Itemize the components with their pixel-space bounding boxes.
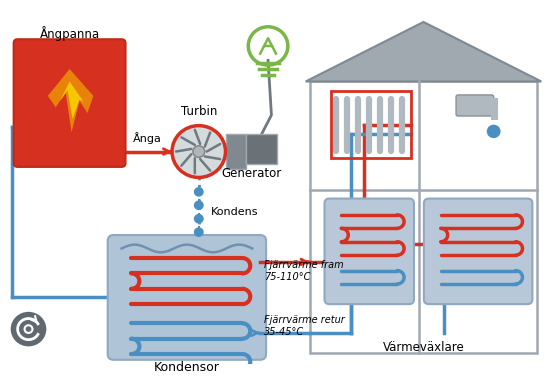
Bar bbox=[310, 82, 537, 353]
Circle shape bbox=[25, 325, 32, 333]
Text: Fjärrvärme retur
35-45°C: Fjärrvärme retur 35-45°C bbox=[264, 315, 345, 337]
Circle shape bbox=[194, 214, 204, 223]
FancyBboxPatch shape bbox=[108, 235, 266, 360]
Circle shape bbox=[194, 227, 204, 237]
FancyBboxPatch shape bbox=[424, 199, 532, 304]
FancyBboxPatch shape bbox=[14, 39, 125, 167]
Polygon shape bbox=[306, 22, 541, 82]
FancyBboxPatch shape bbox=[246, 134, 277, 164]
Text: Ångpanna: Ångpanna bbox=[40, 26, 100, 41]
Text: Värmeväxlare: Värmeväxlare bbox=[383, 341, 464, 354]
Polygon shape bbox=[60, 82, 84, 119]
Circle shape bbox=[193, 146, 205, 157]
Text: Turbin: Turbin bbox=[180, 105, 217, 118]
Text: Kondensor: Kondensor bbox=[154, 361, 220, 374]
Bar bbox=[332, 91, 411, 158]
Polygon shape bbox=[48, 69, 94, 132]
FancyBboxPatch shape bbox=[456, 95, 494, 116]
Circle shape bbox=[194, 187, 204, 197]
Circle shape bbox=[487, 125, 500, 138]
Circle shape bbox=[194, 200, 204, 210]
Text: Kondens: Kondens bbox=[211, 207, 258, 217]
FancyBboxPatch shape bbox=[324, 199, 414, 304]
FancyBboxPatch shape bbox=[226, 134, 246, 169]
Text: Fjärrvärme fram
75-110°C: Fjärrvärme fram 75-110°C bbox=[264, 260, 344, 282]
Circle shape bbox=[10, 312, 46, 346]
Text: Generator: Generator bbox=[221, 167, 282, 180]
Circle shape bbox=[172, 126, 226, 177]
Text: Ånga: Ånga bbox=[133, 132, 161, 144]
